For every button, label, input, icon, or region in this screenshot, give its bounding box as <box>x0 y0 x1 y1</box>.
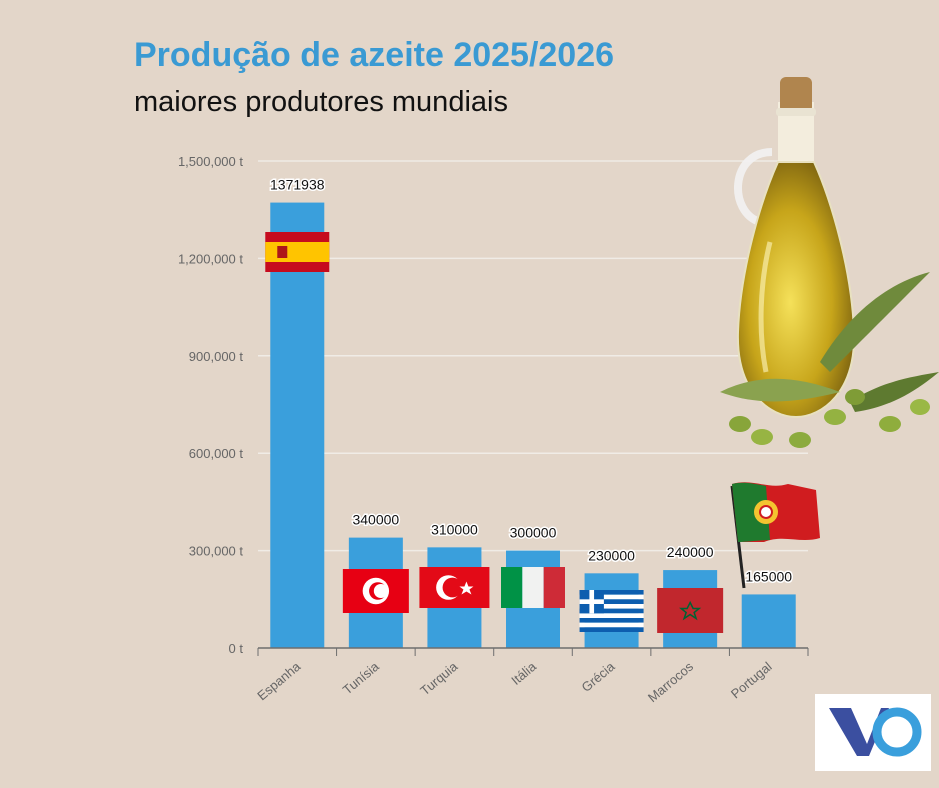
value-label: 1371938 <box>270 177 325 193</box>
vo-logo-icon <box>829 707 922 757</box>
x-tick-label: Grécia <box>579 658 619 695</box>
tunisia-flag <box>342 569 409 613</box>
value-labels: 1371938 340000 310000 300000 230000 240000 165… <box>269 175 794 586</box>
y-tick-label: 900,000 t <box>189 349 244 364</box>
value-label: 230000 <box>588 547 635 563</box>
vo-logo <box>815 694 931 771</box>
morocco-flag <box>657 588 724 633</box>
portugal-flag <box>730 482 820 589</box>
x-tick-label: Tunísia <box>340 658 383 697</box>
value-label: 310000 <box>431 521 478 537</box>
spain-flag <box>265 232 330 272</box>
y-tick-label: 300,000 t <box>189 544 244 559</box>
y-tick-label: 1,200,000 t <box>178 251 243 266</box>
chart-title: Produção de azeite 2025/2026 <box>134 36 615 74</box>
x-tick-label: Portugal <box>728 659 775 702</box>
value-label: 340000 <box>352 512 399 528</box>
x-tick-label: Turquia <box>417 658 461 698</box>
italy-flag <box>501 567 565 608</box>
x-axis-labels: Espanha Tunísia Turquia Itália Grécia Marroco… <box>254 658 774 705</box>
y-tick-label: 600,000 t <box>189 446 244 461</box>
x-tick-label: Marrocos <box>645 658 697 705</box>
x-tick-label: Espanha <box>254 658 304 703</box>
flags <box>265 232 724 633</box>
y-tick-label: 1,500,000 t <box>178 154 243 169</box>
y-axis-ticks: 0 t 300,000 t 600,000 t 900,000 t 1,200,000 … <box>178 154 243 656</box>
x-tick-label: Itália <box>508 658 539 688</box>
value-label: 300000 <box>510 525 557 541</box>
bar-espanha <box>270 202 325 649</box>
chart-subtitle: maiores produtores mundiais <box>134 86 508 118</box>
y-tick-label: 0 t <box>229 641 244 656</box>
value-label: 165000 <box>745 568 792 584</box>
value-label: 240000 <box>667 544 714 560</box>
turkey-flag <box>419 567 490 608</box>
olive-oil-bottle-icon <box>720 77 939 448</box>
greece-flag <box>579 590 644 632</box>
bar-portugal <box>741 594 796 648</box>
